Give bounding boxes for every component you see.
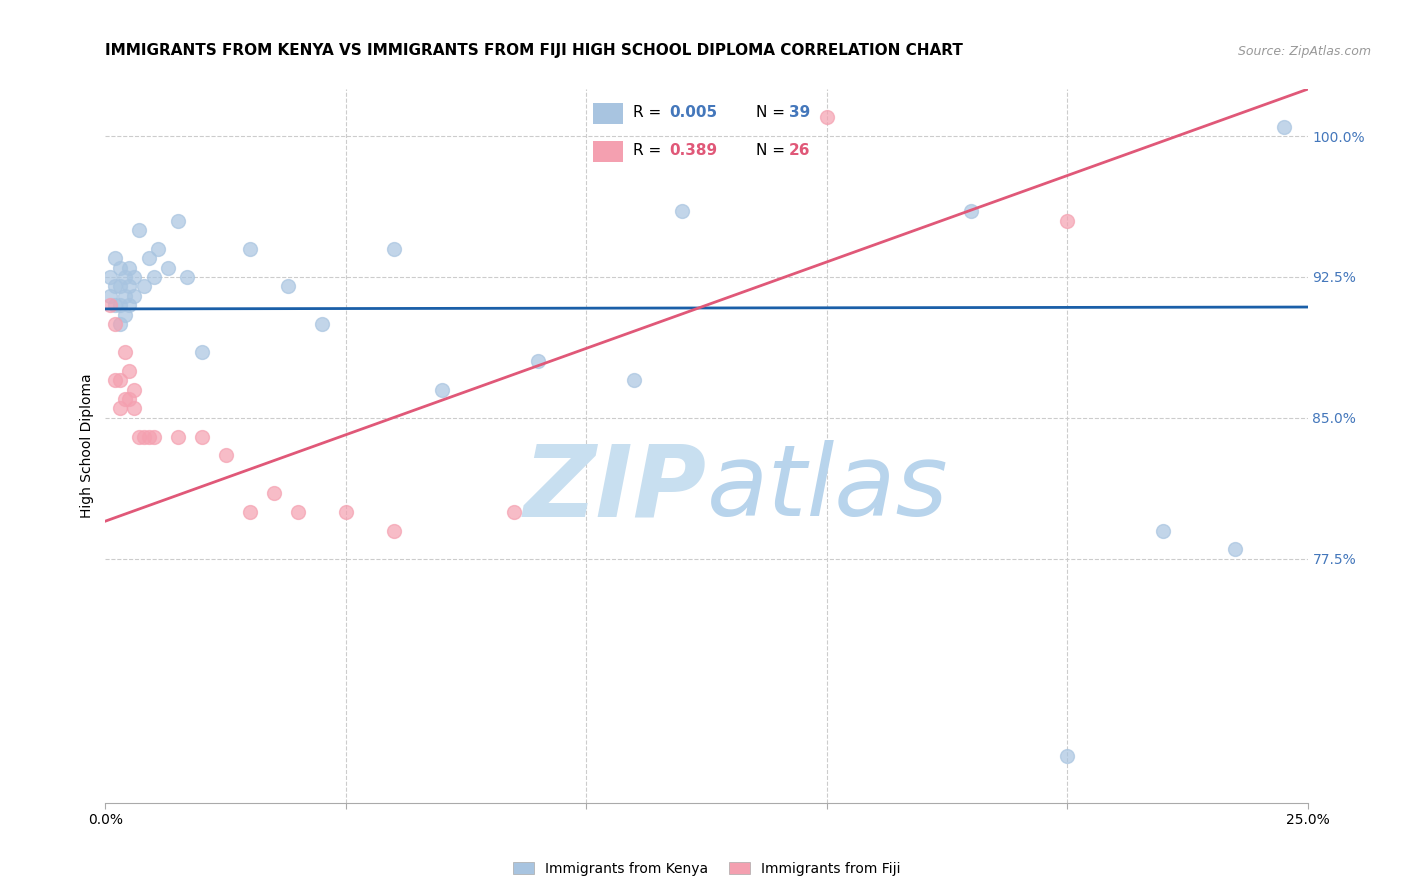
Point [132,279,155,293]
Point [124,401,146,416]
Point [104,317,127,331]
Point [98,289,121,303]
Point [118,392,141,406]
Text: 0.389: 0.389 [669,144,718,159]
Text: 26: 26 [789,144,810,159]
Point [98,298,121,312]
Point [98,270,121,285]
Point [623,373,645,387]
Point [214,449,236,463]
Point [430,383,453,397]
Point [277,279,299,293]
Point [1225,542,1247,557]
Point [382,242,405,256]
Point [108,401,131,416]
Point [138,251,160,265]
Text: IMMIGRANTS FROM KENYA VS IMMIGRANTS FROM FIJI HIGH SCHOOL DIPLOMA CORRELATION CH: IMMIGRANTS FROM KENYA VS IMMIGRANTS FROM… [105,43,963,58]
Point [1056,748,1078,763]
Legend: Immigrants from Kenya, Immigrants from Fiji: Immigrants from Kenya, Immigrants from F… [508,856,905,881]
Point [118,260,141,275]
Point [815,111,838,125]
Point [960,204,983,219]
Point [527,354,550,368]
Point [148,242,170,256]
Point [104,279,127,293]
Point [132,429,155,443]
Point [104,298,127,312]
Text: R =: R = [633,105,666,120]
Point [124,383,146,397]
Point [108,317,131,331]
Point [124,289,146,303]
Point [128,223,150,237]
Point [382,524,405,538]
Point [156,260,179,275]
Point [118,364,141,378]
Text: ZIP: ZIP [523,441,707,537]
Point [166,213,188,227]
Point [114,392,136,406]
Point [108,298,131,312]
Point [138,429,160,443]
Point [503,505,526,519]
Bar [592,103,623,124]
Point [114,289,136,303]
Point [263,486,285,500]
Text: Source: ZipAtlas.com: Source: ZipAtlas.com [1237,45,1371,58]
Point [142,429,165,443]
Point [1152,524,1174,538]
Point [142,270,165,285]
Point [108,279,131,293]
Point [118,279,141,293]
Point [166,429,188,443]
Point [671,204,693,219]
Point [108,373,131,387]
Text: N =: N = [756,144,790,159]
Point [311,317,333,331]
Text: 39: 39 [789,105,810,120]
Text: R =: R = [633,144,666,159]
Point [190,429,212,443]
Text: N =: N = [756,105,790,120]
Point [118,298,141,312]
Point [114,345,136,359]
Point [176,270,198,285]
Point [114,308,136,322]
Point [104,251,127,265]
Point [104,373,127,387]
Point [1272,120,1295,134]
Point [1056,213,1078,227]
Point [335,505,357,519]
Y-axis label: High School Diploma: High School Diploma [80,374,94,518]
Bar [592,141,623,161]
Point [124,270,146,285]
Text: atlas: atlas [707,441,948,537]
Point [190,345,212,359]
Text: 0.005: 0.005 [669,105,718,120]
Point [287,505,309,519]
Point [114,270,136,285]
Point [239,242,262,256]
Point [108,260,131,275]
Point [239,505,262,519]
Point [128,429,150,443]
